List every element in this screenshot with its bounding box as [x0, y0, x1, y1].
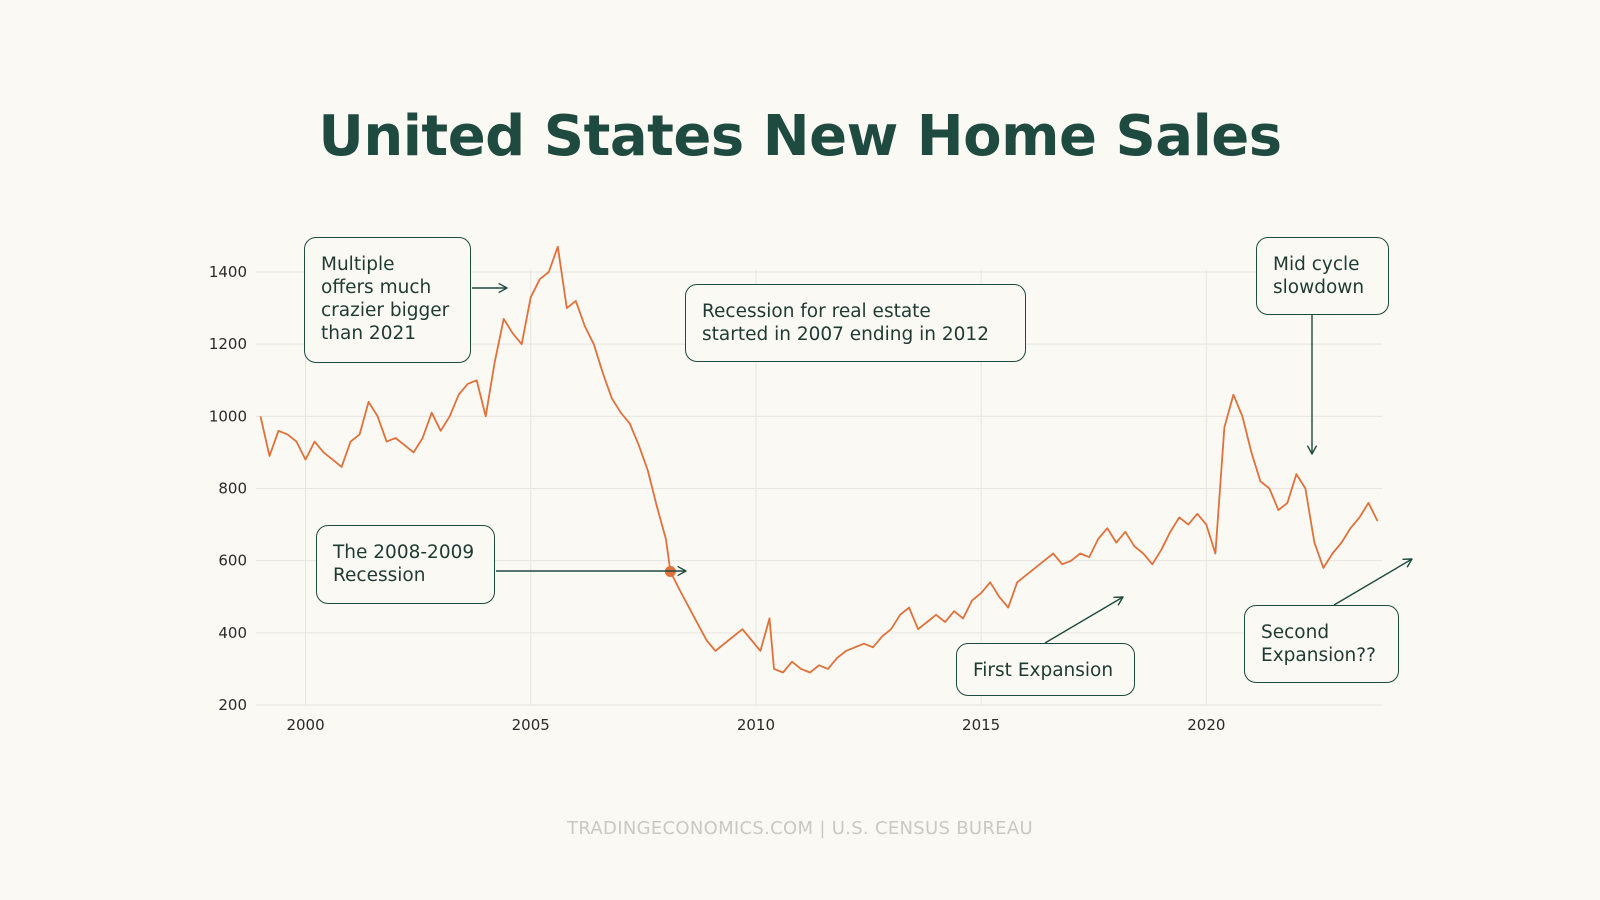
- series-line: [259, 245, 1379, 674]
- y-tick-label: 1400: [209, 263, 247, 281]
- x-tick-label: 2000: [286, 716, 324, 734]
- annotation-arrows: [472, 282, 1413, 644]
- callout-mid-cycle-slowdown: Mid cycle slowdown: [1256, 237, 1389, 315]
- x-axis-tick-labels: 2000 2005 2010 2015 2020: [286, 716, 1225, 734]
- arrow-first-expansion: [1044, 596, 1124, 644]
- callout-multiple-offers: Multiple offers much crazier bigger than…: [304, 237, 471, 363]
- y-tick-label: 1000: [209, 407, 247, 425]
- callout-second-expansion: Second Expansion??: [1244, 605, 1399, 683]
- y-tick-label: 1200: [209, 335, 247, 353]
- y-tick-label: 600: [218, 552, 247, 570]
- arrow-multiple-offers: [472, 282, 508, 294]
- x-tick-label: 2015: [962, 716, 1000, 734]
- x-tick-label: 2010: [737, 716, 775, 734]
- arrow-2008-recession: [496, 565, 687, 577]
- y-tick-label: 400: [218, 624, 247, 642]
- arrow-second-expansion: [1333, 558, 1413, 606]
- x-tick-label: 2005: [512, 716, 550, 734]
- y-axis-tick-labels: 200 400 600 800 1000 1200 1400: [209, 263, 247, 714]
- callout-2008-recession: The 2008-2009 Recession: [316, 525, 495, 604]
- callout-recession-real-estate: Recession for real estate started in 200…: [685, 284, 1026, 362]
- page-title: United States New Home Sales: [318, 104, 1282, 169]
- y-tick-label: 200: [218, 696, 247, 714]
- arrow-mid-cycle: [1306, 315, 1318, 455]
- source-text: TRADINGECONOMICS.COM | U.S. CENSUS BUREA…: [567, 818, 1033, 839]
- y-tick-label: 800: [218, 480, 247, 498]
- x-tick-label: 2020: [1187, 716, 1225, 734]
- callout-first-expansion: First Expansion: [956, 643, 1135, 696]
